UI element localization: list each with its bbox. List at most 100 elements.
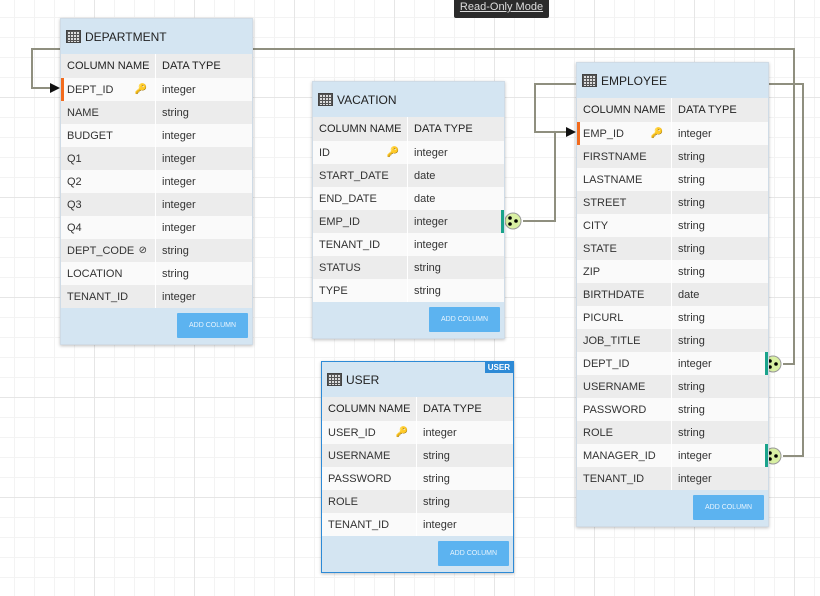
data-type: string xyxy=(423,472,450,485)
column-name: CITY xyxy=(583,219,609,232)
table-row[interactable]: PICURL string xyxy=(577,306,768,329)
read-only-mode-badge[interactable]: Read-Only Mode xyxy=(454,0,549,18)
table-row[interactable]: START_DATE date xyxy=(313,164,504,187)
foreign-key-marker xyxy=(765,444,768,467)
data-type: string xyxy=(678,196,705,209)
column-name: BIRTHDATE xyxy=(583,288,645,301)
data-type: string xyxy=(678,311,705,324)
table-row[interactable]: Q3 integer xyxy=(61,193,252,216)
data-type: integer xyxy=(678,449,712,462)
table-row[interactable]: TENANT_ID integer xyxy=(313,233,504,256)
table-vacation[interactable]: VACATION COLUMN NAME DATA TYPE ID 🔑 integer ST… xyxy=(312,81,505,339)
table-row[interactable]: TYPE string xyxy=(313,279,504,302)
column-name: BUDGET xyxy=(67,129,113,142)
column-name: TENANT_ID xyxy=(319,238,381,251)
column-name: FIRSTNAME xyxy=(583,150,647,163)
table-row[interactable]: Q2 integer xyxy=(61,170,252,193)
table-row[interactable]: ZIP string xyxy=(577,260,768,283)
table-department[interactable]: DEPARTMENT COLUMN NAME DATA TYPE DEPT_ID 🔑 in… xyxy=(60,18,253,345)
data-type: string xyxy=(678,426,705,439)
foreign-key-marker xyxy=(765,352,768,375)
table-header[interactable]: VACATION xyxy=(313,82,504,117)
column-name: MANAGER_ID xyxy=(583,449,656,462)
data-type: string xyxy=(678,403,705,416)
table-row[interactable]: ROLE string xyxy=(577,421,768,444)
column-name: DEPT_CODE xyxy=(67,244,135,257)
table-header[interactable]: USER xyxy=(322,362,513,397)
column-name: TENANT_ID xyxy=(328,518,390,531)
column-name-header: COLUMN NAME xyxy=(322,397,417,421)
data-type-header: DATA TYPE xyxy=(423,403,482,415)
table-row[interactable]: BUDGET integer xyxy=(61,124,252,147)
table-row[interactable]: Q4 integer xyxy=(61,216,252,239)
table-row[interactable]: LASTNAME string xyxy=(577,168,768,191)
data-type: string xyxy=(162,267,189,280)
table-row[interactable]: ID 🔑 integer xyxy=(313,141,504,164)
table-row[interactable]: STATUS string xyxy=(313,256,504,279)
data-type: string xyxy=(423,495,450,508)
table-header[interactable]: DEPARTMENT xyxy=(61,19,252,54)
primary-key-icon: 🔑 xyxy=(395,427,408,438)
table-row[interactable]: EMP_ID integer xyxy=(313,210,504,233)
column-name: ROLE xyxy=(583,426,613,439)
column-name: EMP_ID xyxy=(583,127,624,140)
table-row[interactable]: BIRTHDATE date xyxy=(577,283,768,306)
table-row[interactable]: NAME string xyxy=(61,101,252,124)
data-type: string xyxy=(678,334,705,347)
table-row[interactable]: USERNAME string xyxy=(577,375,768,398)
table-row[interactable]: Q1 integer xyxy=(61,147,252,170)
data-type: integer xyxy=(162,221,196,234)
data-type: integer xyxy=(678,127,712,140)
data-type: integer xyxy=(162,175,196,188)
data-type: string xyxy=(162,106,189,119)
data-type-header: DATA TYPE xyxy=(678,104,737,116)
table-row[interactable]: CITY string xyxy=(577,214,768,237)
table-row[interactable]: PASSWORD string xyxy=(577,398,768,421)
data-type: string xyxy=(678,150,705,163)
column-name: Q2 xyxy=(67,175,82,188)
table-name: DEPARTMENT xyxy=(85,29,167,44)
add-column-button[interactable]: ADD COLUMN xyxy=(438,541,509,566)
table-row[interactable]: ROLE string xyxy=(322,490,513,513)
table-row[interactable]: JOB_TITLE string xyxy=(577,329,768,352)
table-row[interactable]: LOCATION string xyxy=(61,262,252,285)
data-type: string xyxy=(162,244,189,257)
column-name-header: COLUMN NAME xyxy=(313,117,408,141)
table-row[interactable]: USER_ID 🔑 integer xyxy=(322,421,513,444)
primary-key-marker xyxy=(577,122,580,145)
add-column-button[interactable]: ADD COLUMN xyxy=(429,307,500,332)
data-type: integer xyxy=(678,472,712,485)
column-name: STATUS xyxy=(319,261,361,274)
data-type: integer xyxy=(414,215,448,228)
table-row[interactable]: TENANT_ID integer xyxy=(577,467,768,490)
table-row[interactable]: DEPT_CODE ⊘ string xyxy=(61,239,252,262)
data-type: string xyxy=(678,242,705,255)
table-row[interactable]: PASSWORD string xyxy=(322,467,513,490)
fk-line-dept xyxy=(31,48,795,365)
column-name: ID xyxy=(319,146,330,159)
foreign-key-marker xyxy=(501,210,504,233)
column-name-header: COLUMN NAME xyxy=(61,54,156,78)
add-column-button[interactable]: ADD COLUMN xyxy=(693,495,764,520)
table-row[interactable]: END_DATE date xyxy=(313,187,504,210)
data-type: string xyxy=(678,173,705,186)
table-employee[interactable]: EMPLOYEE COLUMN NAME DATA TYPE EMP_ID 🔑 integ… xyxy=(576,62,769,527)
table-row[interactable]: USERNAME string xyxy=(322,444,513,467)
table-row[interactable]: DEPT_ID 🔑 integer xyxy=(61,78,252,101)
table-row[interactable]: STREET string xyxy=(577,191,768,214)
table-row[interactable]: FIRSTNAME string xyxy=(577,145,768,168)
table-row[interactable]: DEPT_ID integer xyxy=(577,352,768,375)
column-name: STREET xyxy=(583,196,627,209)
column-name-header: COLUMN NAME xyxy=(577,98,672,122)
table-icon xyxy=(327,373,342,386)
table-user[interactable]: USER USER COLUMN NAME DATA TYPE USER_ID 🔑 inte… xyxy=(321,361,514,573)
column-name: USERNAME xyxy=(328,449,391,462)
table-row[interactable]: TENANT_ID integer xyxy=(61,285,252,308)
data-type: string xyxy=(414,261,441,274)
table-row[interactable]: STATE string xyxy=(577,237,768,260)
table-row[interactable]: TENANT_ID integer xyxy=(322,513,513,536)
table-row[interactable]: EMP_ID 🔑 integer xyxy=(577,122,768,145)
table-row[interactable]: MANAGER_ID integer xyxy=(577,444,768,467)
add-column-button[interactable]: ADD COLUMN xyxy=(177,313,248,338)
table-header[interactable]: EMPLOYEE xyxy=(577,63,768,98)
